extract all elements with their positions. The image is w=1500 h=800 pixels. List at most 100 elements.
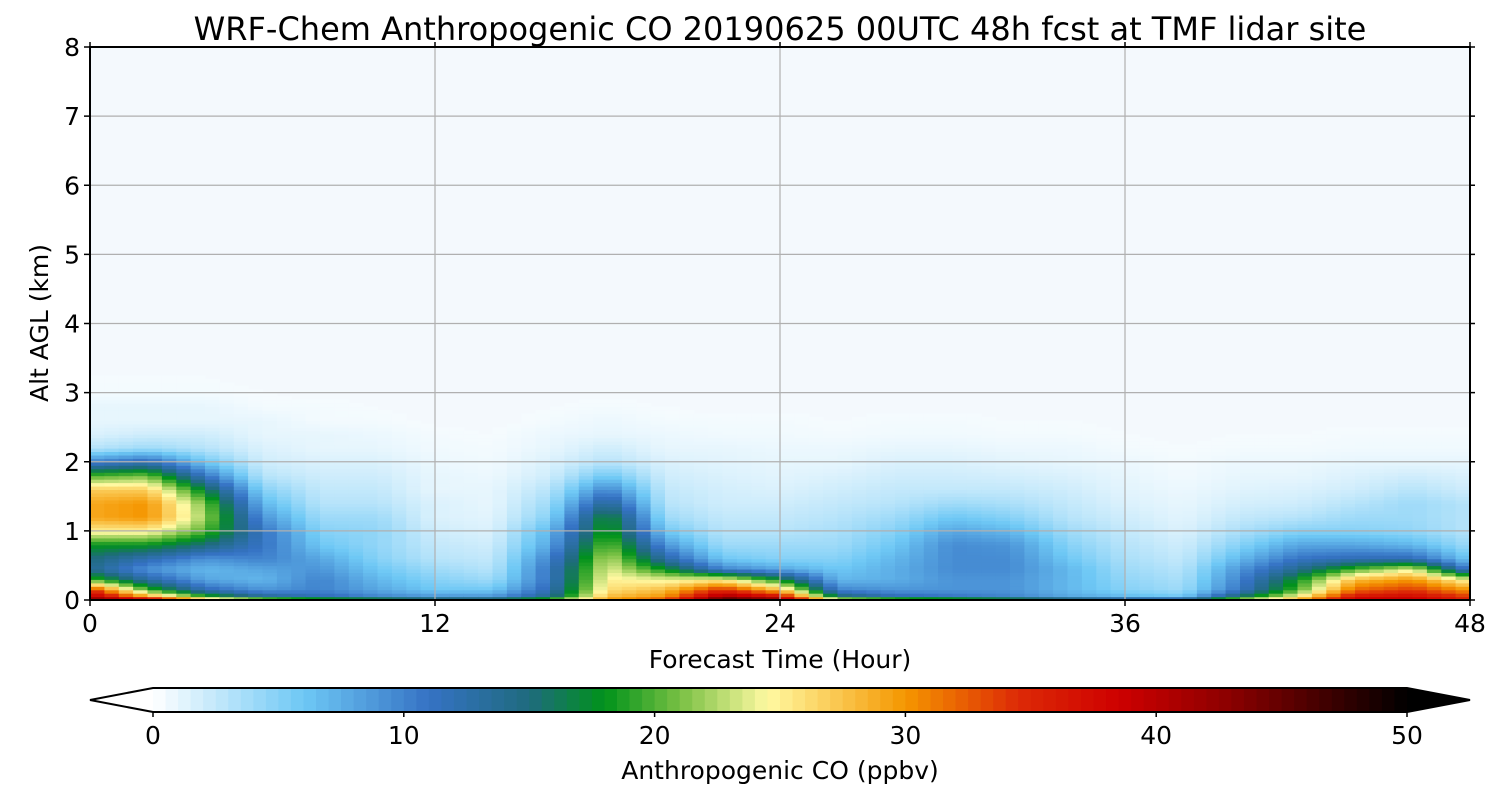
heat-cell — [895, 513, 910, 518]
heat-cell — [1355, 434, 1370, 439]
heat-cell — [435, 534, 450, 539]
heat-cell — [1081, 548, 1097, 553]
heat-cell — [1024, 575, 1040, 580]
heat-cell — [90, 385, 105, 390]
heat-cell — [1211, 596, 1227, 600]
heat-cell — [1225, 485, 1241, 490]
heat-cell — [808, 489, 824, 494]
heat-cell — [320, 427, 335, 432]
heat-cell — [636, 575, 652, 580]
heat-cell — [938, 475, 954, 480]
heat-cell — [780, 541, 795, 546]
heat-cell — [780, 520, 795, 525]
heat-cell — [478, 537, 494, 542]
heat-cell — [1139, 444, 1155, 449]
heat-cell — [1125, 593, 1140, 598]
heat-cell — [607, 472, 623, 477]
heat-cell — [90, 413, 105, 418]
heat-cell — [837, 537, 853, 542]
heat-cell — [1311, 544, 1327, 549]
heat-cell — [564, 430, 580, 435]
heat-cell — [851, 565, 867, 570]
heat-cell — [880, 544, 896, 549]
heat-cell — [1225, 441, 1241, 446]
heat-cell — [1125, 596, 1140, 600]
heat-cell — [262, 544, 278, 549]
heat-cell — [1010, 562, 1025, 567]
heat-cell — [1110, 562, 1126, 567]
heat-cell — [1412, 555, 1428, 560]
heat-cell — [995, 596, 1011, 600]
heat-cell — [823, 555, 839, 560]
heat-cell — [492, 427, 508, 432]
heat-cell — [1196, 496, 1212, 501]
heat-cell — [1053, 572, 1069, 577]
heat-cell — [463, 485, 479, 490]
heat-cell — [377, 527, 393, 532]
heat-cell — [1153, 541, 1169, 546]
heat-cell — [147, 447, 163, 452]
heat-cell — [981, 544, 997, 549]
heat-cell — [1139, 572, 1155, 577]
heat-cell — [823, 510, 839, 515]
heat-cell — [147, 479, 163, 484]
heat-cell — [1096, 562, 1112, 567]
heat-cell — [420, 482, 436, 487]
heat-cell — [118, 434, 134, 439]
heat-cell — [1153, 444, 1169, 449]
heat-cell — [866, 524, 882, 529]
heat-cell — [463, 503, 479, 508]
heat-cell — [320, 461, 335, 466]
heat-cell — [363, 430, 379, 435]
heat-cell — [219, 451, 235, 456]
heat-cell — [593, 527, 609, 532]
heat-cell — [866, 458, 882, 463]
heat-cell — [133, 406, 149, 411]
heat-cell — [995, 489, 1011, 494]
heat-cell — [535, 423, 551, 428]
heat-cell — [952, 524, 968, 529]
heat-cell — [305, 430, 321, 435]
heat-cell — [909, 468, 925, 473]
heat-cell — [780, 524, 795, 529]
heat-cell — [463, 527, 479, 532]
heat-cell — [1053, 430, 1069, 435]
heat-cell — [176, 475, 192, 480]
heat-cell — [966, 565, 982, 570]
heat-cell — [938, 451, 954, 456]
heat-cell — [650, 454, 666, 459]
heat-cell — [1311, 589, 1327, 594]
heat-cell — [1326, 437, 1342, 442]
heat-cell — [1383, 437, 1399, 442]
heat-cell — [981, 541, 997, 546]
heat-cell — [679, 565, 695, 570]
heat-cell — [133, 510, 149, 515]
heat-cell — [1326, 534, 1342, 539]
heat-cell — [118, 396, 134, 401]
heat-cell — [880, 596, 896, 600]
heat-cell — [291, 444, 307, 449]
heat-cell — [966, 558, 982, 563]
heat-cell — [966, 413, 982, 418]
heat-cell — [1110, 461, 1126, 466]
heat-cell — [966, 447, 982, 452]
heat-cell — [463, 479, 479, 484]
heat-cell — [133, 496, 149, 501]
heat-cell — [1067, 589, 1083, 594]
heat-cell — [1369, 565, 1385, 570]
heat-cell — [262, 403, 278, 408]
heat-cell — [981, 565, 997, 570]
heat-cell — [219, 465, 235, 470]
heat-cell — [665, 551, 680, 556]
heat-cell — [923, 541, 939, 546]
heat-cell — [736, 572, 752, 577]
heat-cell — [1053, 565, 1069, 570]
heat-cell — [1110, 485, 1126, 490]
heat-cell — [607, 482, 623, 487]
heat-cell — [1168, 503, 1184, 508]
heat-cell — [1297, 596, 1313, 600]
heat-cell — [866, 420, 882, 425]
heat-cell — [219, 555, 235, 560]
heat-cell — [1240, 520, 1255, 525]
heat-cell — [794, 479, 810, 484]
